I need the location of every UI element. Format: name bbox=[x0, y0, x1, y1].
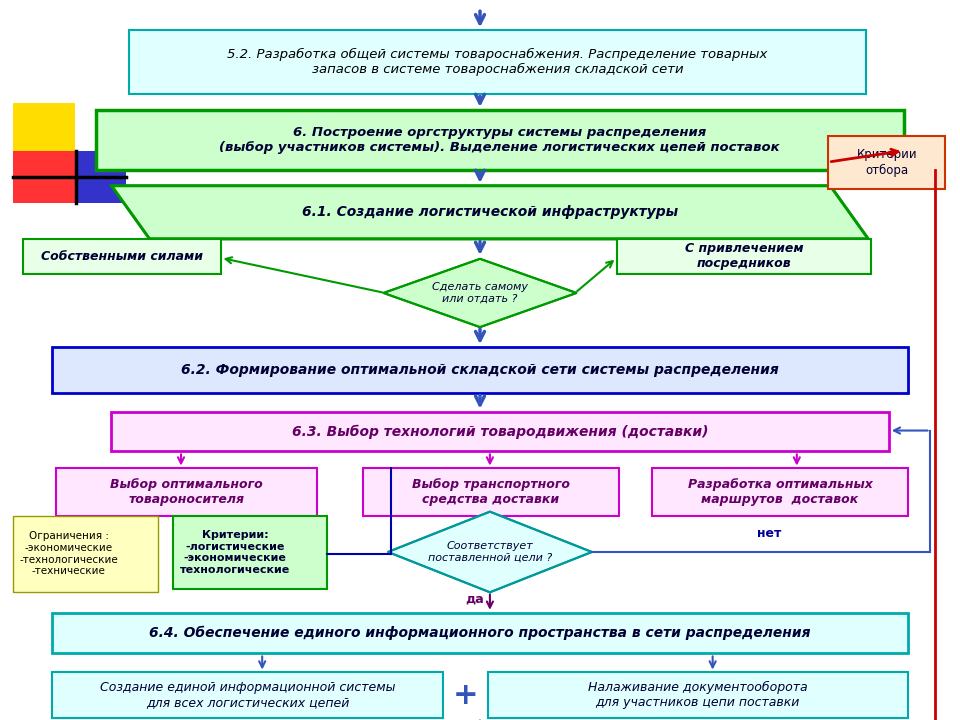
FancyBboxPatch shape bbox=[616, 239, 871, 274]
FancyBboxPatch shape bbox=[488, 672, 907, 718]
Polygon shape bbox=[383, 258, 577, 327]
Bar bbox=[12, 150, 75, 203]
Text: Выбор оптимального
товароносителя: Выбор оптимального товароносителя bbox=[110, 478, 263, 506]
FancyBboxPatch shape bbox=[173, 516, 326, 589]
Text: С привлечением
посредников: С привлечением посредников bbox=[684, 243, 804, 271]
FancyBboxPatch shape bbox=[652, 469, 907, 516]
FancyBboxPatch shape bbox=[363, 469, 618, 516]
Text: Критерии:
-логистические
-экономические
технологические: Критерии: -логистические -экономические … bbox=[180, 530, 290, 575]
Polygon shape bbox=[388, 512, 592, 593]
Text: 6.1. Создание логистической инфраструктуры: 6.1. Создание логистической инфраструкту… bbox=[301, 205, 678, 220]
FancyBboxPatch shape bbox=[23, 239, 221, 274]
Text: +: + bbox=[452, 680, 478, 710]
Text: 6.2. Формирование оптимальной складской сети системы распределения: 6.2. Формирование оптимальной складской … bbox=[181, 363, 779, 377]
Polygon shape bbox=[111, 186, 868, 239]
Text: Создание единой информационной системы
для всех логистических цепей: Создание единой информационной системы д… bbox=[100, 681, 396, 709]
Text: Выбор транспортного
средства доставки: Выбор транспортного средства доставки bbox=[412, 478, 570, 506]
Text: Критерии
отбора: Критерии отбора bbox=[856, 148, 917, 176]
FancyBboxPatch shape bbox=[12, 516, 158, 592]
FancyBboxPatch shape bbox=[53, 613, 907, 654]
Text: 5.2. Разработка общей системы товароснабжения. Распределение товарных
запасов в : 5.2. Разработка общей системы товароснаб… bbox=[228, 48, 767, 76]
Text: Собственными силами: Собственными силами bbox=[40, 250, 203, 263]
Text: 6.4. Обеспечение единого информационного пространства в сети распределения: 6.4. Обеспечение единого информационного… bbox=[149, 626, 811, 640]
FancyBboxPatch shape bbox=[828, 136, 946, 189]
FancyBboxPatch shape bbox=[110, 412, 889, 451]
FancyBboxPatch shape bbox=[129, 30, 866, 94]
Text: Ограничения :
-экономические
-технологические
-технические: Ограничения : -экономические -технологич… bbox=[19, 531, 118, 576]
FancyBboxPatch shape bbox=[53, 672, 444, 718]
Text: Сделать самому
или отдать ?: Сделать самому или отдать ? bbox=[432, 282, 528, 304]
FancyBboxPatch shape bbox=[57, 469, 317, 516]
Text: да: да bbox=[466, 593, 485, 606]
Text: Соответствует
поставленной цели ?: Соответствует поставленной цели ? bbox=[428, 541, 552, 563]
Text: 6. Построение оргструктуры системы распределения
(выбор участников системы). Выд: 6. Построение оргструктуры системы распр… bbox=[220, 126, 780, 154]
Text: Налаживание документооборота
для участников цепи поставки: Налаживание документооборота для участни… bbox=[588, 681, 807, 709]
Text: Разработка оптимальных
маршрутов  доставок: Разработка оптимальных маршрутов доставо… bbox=[687, 478, 873, 506]
Bar bbox=[76, 150, 126, 203]
Text: нет: нет bbox=[757, 526, 781, 539]
FancyBboxPatch shape bbox=[53, 347, 907, 392]
FancyBboxPatch shape bbox=[96, 110, 903, 170]
Bar bbox=[12, 103, 75, 150]
Text: 6.3. Выбор технологий товародвижения (доставки): 6.3. Выбор технологий товародвижения (до… bbox=[292, 424, 708, 438]
